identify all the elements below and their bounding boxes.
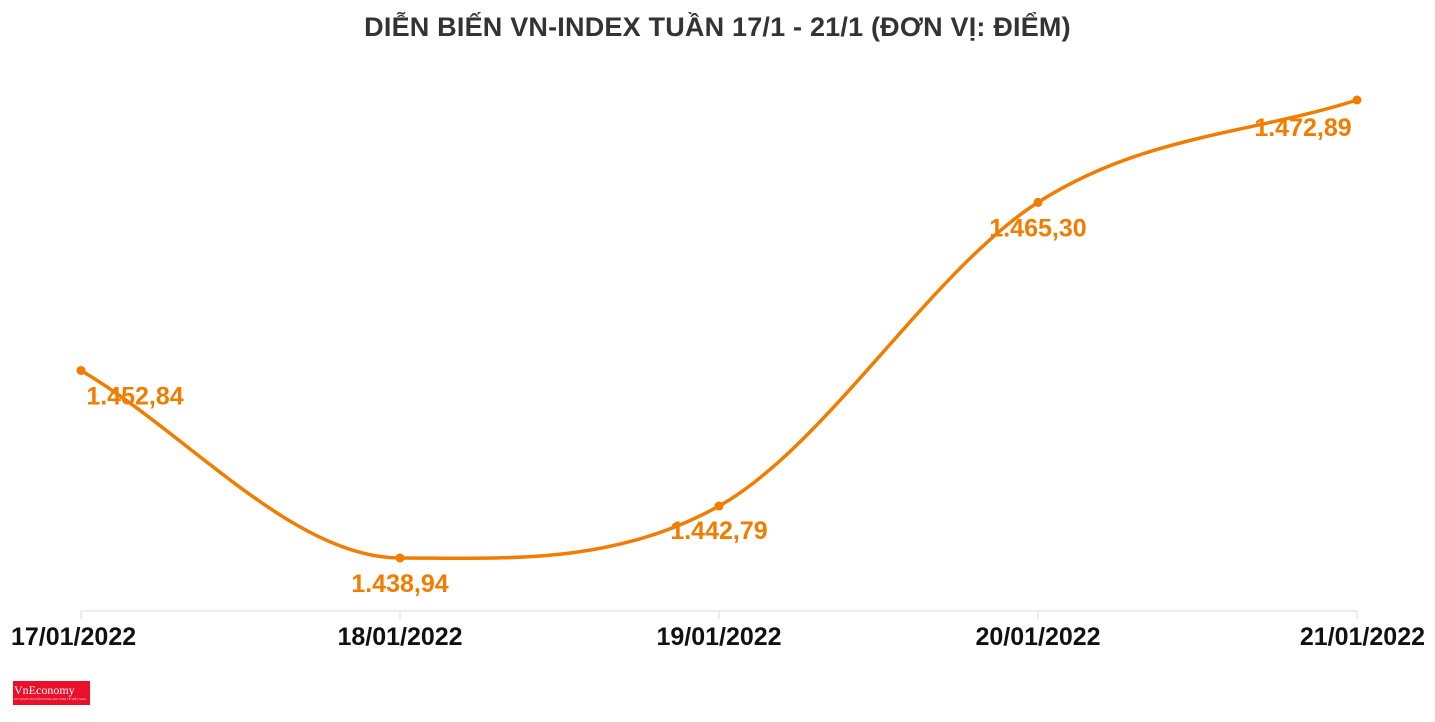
vneconomy-logo: VnEconomy CƠ QUAN CỦA HỘI KHOA HỌC KINH … <box>13 681 90 705</box>
logo-tagline: CƠ QUAN CỦA HỘI KHOA HỌC KINH TẾ VIỆT NA… <box>14 697 86 701</box>
x-tick-label: 21/01/2022 <box>1300 623 1425 651</box>
x-tick-label: 18/01/2022 <box>337 623 462 651</box>
data-label: 1.472,89 <box>1254 114 1351 142</box>
data-point <box>76 365 86 375</box>
data-point <box>1033 197 1043 207</box>
logo-name: VnEconomy <box>14 683 75 697</box>
data-label: 1.465,30 <box>989 214 1086 242</box>
data-labels: 1.452,84 1.438,94 1.442,79 1.465,30 1.472,89 <box>86 114 1351 598</box>
x-axis: 17/01/2022 18/01/2022 19/01/2022 20/01/2022… <box>11 610 1425 651</box>
series-line <box>79 98 1359 561</box>
data-point <box>714 501 724 511</box>
data-label: 1.438,94 <box>351 570 448 598</box>
x-tick-label: 20/01/2022 <box>975 623 1100 651</box>
data-label: 1.452,84 <box>86 382 183 410</box>
data-label: 1.442,79 <box>670 517 767 545</box>
x-tick-label: 19/01/2022 <box>656 623 781 651</box>
data-point <box>1352 95 1362 105</box>
chart-title: DIỄN BIẾN VN-INDEX TUẦN 17/1 - 21/1 (ĐƠN… <box>364 12 1071 42</box>
x-tick-label: 17/01/2022 <box>11 623 136 651</box>
data-point <box>395 553 405 563</box>
x-ticks <box>80 611 1358 619</box>
data-points <box>76 95 1362 563</box>
x-tick-labels: 17/01/2022 18/01/2022 19/01/2022 20/01/2022… <box>11 623 1425 651</box>
